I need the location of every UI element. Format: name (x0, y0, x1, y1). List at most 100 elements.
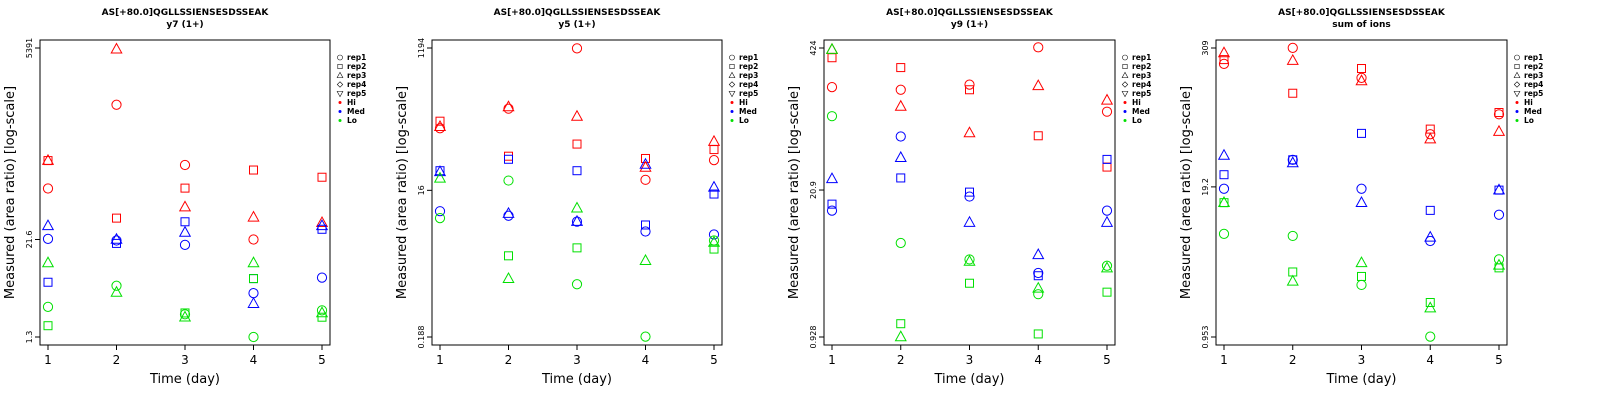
y-axis-label: Measured (area ratio) [log-scale] (1179, 86, 1194, 299)
chart-panel-sum-of-ions: AS[+80.0]QGLLSSIENSESDSSEAK sum of ions 1 2… (1179, 8, 1543, 387)
data-point-lo-rep3 (894, 330, 907, 342)
legend-symbol-rep1 (337, 54, 343, 61)
data-point-hi-rep1 (248, 234, 259, 245)
data-point-hi-rep3 (1355, 74, 1368, 86)
data-point-hi-rep2 (1288, 88, 1298, 98)
data-point-lo-rep1 (640, 331, 651, 342)
data-point-hi-rep1 (179, 159, 191, 171)
x-tick-label: 2 (897, 353, 905, 367)
legend-label: Med (347, 107, 365, 116)
data-point-lo-rep3 (963, 254, 976, 266)
legend-label: rep3 (739, 71, 758, 80)
legend-label: Med (739, 107, 757, 116)
data-point-lo-rep3 (1032, 281, 1045, 293)
data-point-hi-rep1 (1287, 42, 1298, 53)
data-point-med-rep3 (894, 150, 907, 162)
data-point-hi-rep3 (707, 134, 721, 146)
data-point-hi-rep3 (1286, 53, 1299, 65)
x-tick-label: 3 (573, 353, 581, 367)
legend-dot-lo (1123, 119, 1127, 122)
legend-label: rep2 (1524, 62, 1543, 71)
data-point-med-rep3 (315, 219, 329, 231)
data-point-lo-rep1 (895, 237, 906, 249)
legend-dot-hi (1123, 101, 1127, 104)
data-point-med-rep2 (43, 277, 53, 287)
data-point-hi-rep3 (502, 100, 515, 112)
data-point-med-rep2 (572, 166, 582, 176)
data-point-med-rep3 (41, 219, 55, 231)
legend-label: Lo (739, 116, 749, 125)
data-point-med-rep1 (640, 226, 651, 237)
x-axis-label: Time (day) (933, 372, 1004, 387)
legend-symbol-rep4 (728, 81, 736, 88)
data-point-hi-rep1 (964, 79, 975, 90)
data-point-lo-rep3 (110, 285, 123, 297)
data-point-med-rep3 (570, 214, 584, 226)
data-point-lo-rep1 (571, 279, 583, 290)
data-point-lo-rep2 (249, 274, 258, 284)
data-point-med-rep1 (1287, 154, 1298, 165)
data-point-lo-rep3 (825, 42, 839, 54)
data-point-med-rep2 (504, 154, 513, 164)
data-point-lo-rep3 (433, 171, 447, 183)
legend-dot-lo (1515, 119, 1519, 122)
data-point-lo-rep1 (179, 309, 191, 320)
data-point-med-rep3 (1286, 156, 1299, 168)
data-point-med-rep1 (248, 288, 259, 299)
data-point-med-rep3 (963, 215, 976, 227)
data-point-med-rep2 (1102, 154, 1112, 164)
data-point-hi-rep1 (1425, 129, 1436, 140)
data-point-med-rep1 (1218, 183, 1230, 194)
legend-label: rep2 (739, 62, 758, 71)
data-point-hi-rep2 (112, 213, 121, 223)
legend-symbol-rep4 (336, 81, 344, 88)
data-point-hi-rep3 (41, 153, 55, 165)
data-point-lo-rep1 (42, 301, 54, 312)
data-point-lo-rep1 (503, 175, 514, 186)
y-tick-label: 309 (1201, 40, 1210, 55)
data-point-hi-rep3 (178, 200, 192, 212)
data-point-hi-rep1 (826, 82, 838, 93)
data-point-lo-rep3 (502, 271, 515, 283)
data-point-hi-rep3 (1217, 46, 1231, 58)
x-tick-label: 3 (181, 353, 189, 367)
legend-symbol-rep3 (728, 71, 736, 78)
data-point-hi-rep2 (249, 165, 258, 175)
data-point-lo-rep1 (1218, 228, 1230, 239)
x-tick-label: 5 (710, 353, 718, 367)
data-point-med-rep3 (247, 296, 260, 308)
legend-symbol-rep5 (336, 91, 344, 98)
legend-label: rep4 (1132, 80, 1151, 89)
data-point-hi-rep3 (1492, 124, 1506, 136)
data-point-med-rep2 (827, 199, 837, 209)
data-point-med-rep3 (1424, 230, 1437, 242)
data-point-hi-rep2 (180, 183, 190, 193)
data-point-med-rep1 (895, 131, 906, 142)
x-axis-label: Time (day) (149, 372, 220, 387)
data-point-med-rep1 (1493, 209, 1505, 220)
data-point-med-rep1 (179, 239, 191, 250)
legend-label: rep1 (1132, 53, 1151, 62)
x-tick-label: 5 (1495, 353, 1503, 367)
data-point-lo-rep3 (1492, 258, 1506, 270)
data-point-hi-rep3 (1100, 93, 1114, 105)
data-point-med-rep2 (1033, 271, 1043, 281)
data-point-lo-rep1 (826, 111, 838, 122)
chart-subtitle: y5 (1+) (558, 20, 595, 30)
legend-symbol-rep4 (1513, 81, 1521, 88)
y-tick-label: 0.928 (809, 326, 818, 349)
legend-dot-hi (730, 101, 734, 104)
legend-symbol-rep2 (729, 64, 735, 69)
legend-label: Med (1132, 107, 1150, 116)
data-point-med-rep3 (433, 165, 447, 177)
y-tick-label: 21.6 (25, 231, 34, 249)
x-tick-label: 2 (505, 353, 513, 367)
legend-dot-med (1123, 110, 1127, 113)
data-point-hi-rep3 (825, 42, 839, 54)
data-point-lo-rep1 (111, 280, 122, 291)
legend-label: Med (1524, 107, 1542, 116)
data-point-med-rep1 (708, 229, 720, 240)
data-point-med-rep1 (42, 233, 54, 244)
data-point-med-rep3 (707, 180, 721, 192)
data-point-lo-rep2 (43, 321, 53, 331)
